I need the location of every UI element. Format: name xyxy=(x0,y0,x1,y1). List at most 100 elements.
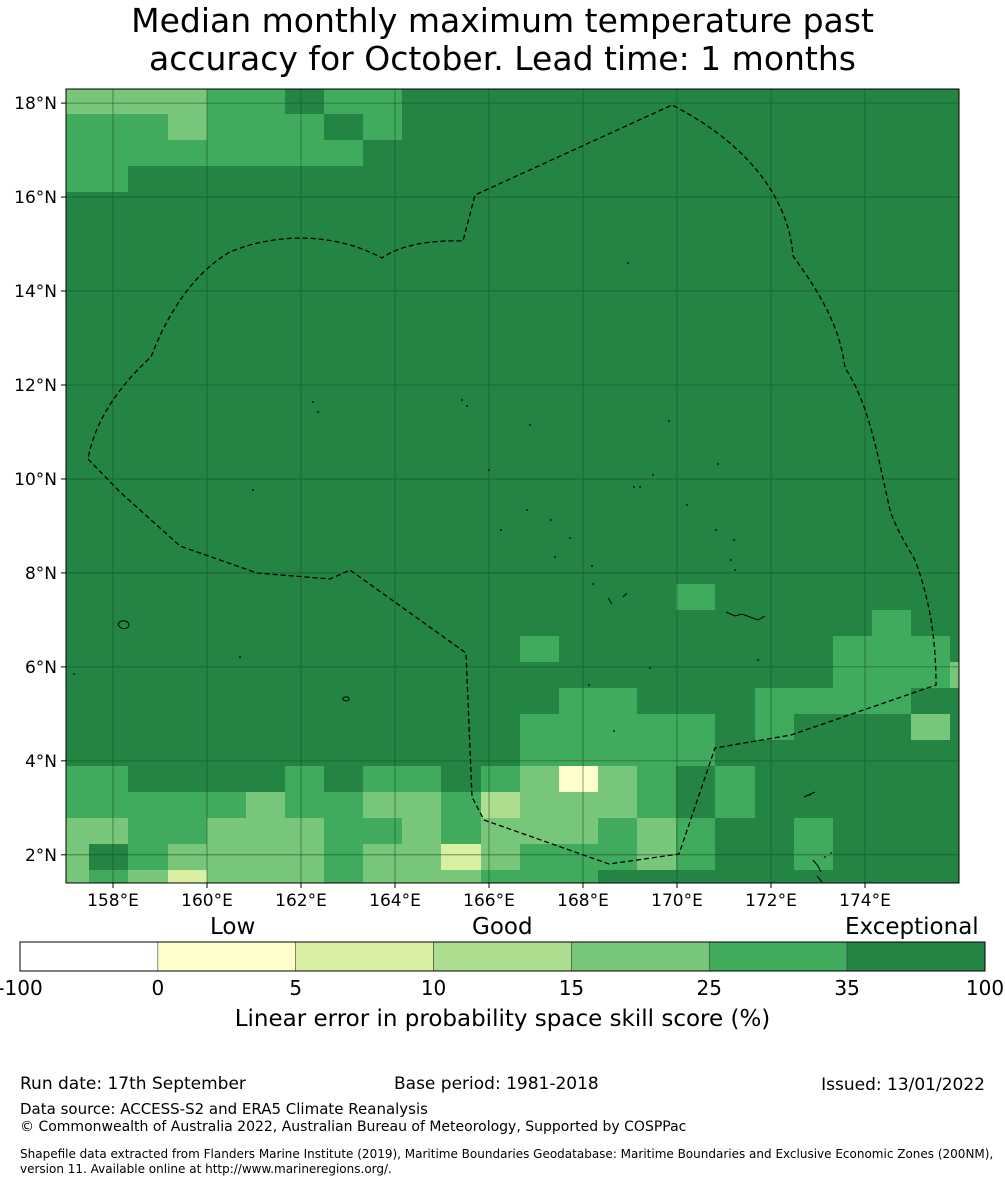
skill-cell xyxy=(481,792,520,818)
skill-cell xyxy=(363,870,481,883)
skill-cell xyxy=(520,766,559,792)
lon-tick-label: 158°E xyxy=(87,891,139,911)
skill-cell xyxy=(950,662,959,688)
island xyxy=(529,424,531,426)
skill-cell xyxy=(520,636,559,662)
colorbar-tick-label: 100 xyxy=(965,976,1005,1000)
skill-cell xyxy=(755,688,911,714)
island xyxy=(824,856,826,858)
skill-cell xyxy=(168,114,207,140)
colorbar-frame xyxy=(19,941,986,972)
skill-cell xyxy=(520,844,637,870)
island xyxy=(554,556,556,558)
lat-tick-label: 4°N xyxy=(25,752,57,772)
issued-date: Issued: 13/01/2022 xyxy=(821,1075,985,1095)
island xyxy=(73,673,75,675)
skill-cell xyxy=(755,714,794,740)
lat-tick-label: 18°N xyxy=(14,94,57,114)
eez-boundary xyxy=(87,104,937,865)
lon-tick-label: 160°E xyxy=(181,891,233,911)
skill-cell xyxy=(637,792,676,818)
copyright: © Commonwealth of Australia 2022, Austra… xyxy=(20,1119,687,1135)
map-frame xyxy=(65,88,960,884)
skill-cell xyxy=(128,870,168,883)
skill-cell xyxy=(441,818,481,844)
island xyxy=(639,486,641,488)
colorbar-tick-label: 0 xyxy=(151,976,165,1000)
colorbar-axis-label: Linear error in probability space skill … xyxy=(234,1006,771,1032)
longitude-tick-labels: 158°E 160°E 162°E 164°E 166°E 168°E 170°E 172°E… xyxy=(87,883,891,911)
skill-cell xyxy=(715,766,755,792)
skill-cell xyxy=(66,166,128,192)
skill-cell xyxy=(481,870,520,883)
skill-background xyxy=(66,89,959,883)
skill-cell xyxy=(911,714,950,740)
island xyxy=(725,611,766,621)
skill-cell xyxy=(559,766,598,792)
colorbar-tick-label: 25 xyxy=(696,976,722,1000)
island xyxy=(733,539,735,541)
skill-cell xyxy=(363,114,402,140)
skill-cell xyxy=(363,766,441,792)
colorbar-segment xyxy=(295,941,434,972)
island xyxy=(627,262,629,264)
skill-cell xyxy=(520,792,637,818)
island xyxy=(734,569,736,571)
skill-cell xyxy=(66,140,363,166)
base-period: Base period: 1981-2018 xyxy=(394,1074,599,1094)
island xyxy=(526,509,528,511)
skill-cell xyxy=(207,870,324,883)
colorbar-label-exceptional: Exceptional xyxy=(845,914,979,940)
skill-cell xyxy=(324,870,363,883)
lat-tick-label: 8°N xyxy=(25,564,57,584)
lon-tick-label: 166°E xyxy=(463,891,515,911)
colorbar-segment xyxy=(433,941,572,972)
colorbar-tick-label: -100 xyxy=(0,976,43,1000)
island xyxy=(633,486,635,488)
lon-tick-label: 162°E xyxy=(275,891,327,911)
island xyxy=(591,565,593,567)
island xyxy=(461,399,463,401)
map-title: Median monthly maximum temperature past … xyxy=(0,2,1005,78)
island xyxy=(342,696,350,702)
lat-tick-label: 6°N xyxy=(25,658,57,678)
island xyxy=(613,730,615,732)
skill-cell xyxy=(324,844,363,870)
skill-cell xyxy=(441,844,481,870)
island xyxy=(569,537,571,539)
skill-cell xyxy=(598,766,637,792)
skill-cell xyxy=(66,792,246,818)
lon-tick-label: 172°E xyxy=(745,891,797,911)
skill-grid-cells xyxy=(66,89,959,883)
colorbar-segment xyxy=(846,941,986,972)
skill-cell xyxy=(128,818,207,844)
lat-tick-label: 14°N xyxy=(14,282,57,302)
skill-cell xyxy=(168,870,207,883)
skill-cell xyxy=(559,688,637,714)
skill-cell xyxy=(833,662,950,688)
skill-cell xyxy=(637,818,676,844)
skill-cell xyxy=(441,792,481,818)
skill-cell xyxy=(207,114,324,140)
colorbar-segment xyxy=(571,941,710,972)
graticule xyxy=(66,89,959,883)
latitude-tick-labels: 2°N 4°N 6°N 8°N 10°N 12°N 14°N 16°N 18°N xyxy=(14,94,66,866)
skill-cell xyxy=(676,584,715,610)
lat-tick-label: 10°N xyxy=(14,470,57,490)
skill-cell xyxy=(520,870,598,883)
skill-cell xyxy=(246,792,285,818)
skill-cell xyxy=(66,114,168,140)
skill-cell xyxy=(715,792,755,818)
island xyxy=(757,659,759,661)
skill-cell xyxy=(66,844,89,870)
colorbar-tick-label: 10 xyxy=(420,976,447,1000)
islands xyxy=(73,262,832,883)
skill-cell xyxy=(637,766,676,792)
colorbar-tick-label: 35 xyxy=(834,976,860,1000)
island xyxy=(317,411,319,413)
island xyxy=(803,791,823,883)
colorbar-label-good: Good xyxy=(472,914,533,940)
skill-cell xyxy=(520,714,715,766)
lon-tick-label: 174°E xyxy=(839,891,891,911)
skill-cell xyxy=(481,766,520,792)
